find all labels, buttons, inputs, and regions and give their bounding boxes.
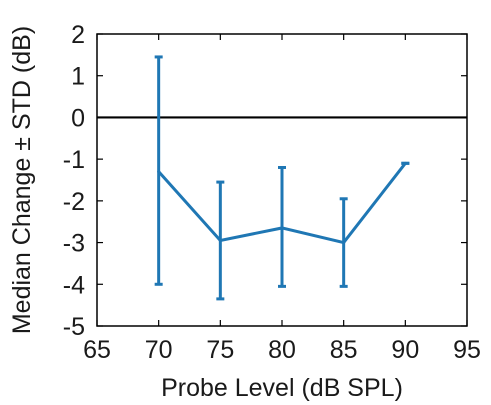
x-tick-label: 65 bbox=[83, 336, 111, 364]
x-axis-label: Probe Level (dB SPL) bbox=[161, 374, 403, 402]
series-layer bbox=[154, 55, 410, 301]
x-tick-label: 75 bbox=[206, 336, 234, 364]
y-tick-label: -2 bbox=[63, 188, 85, 216]
data-point bbox=[342, 241, 346, 245]
y-tick-label: 2 bbox=[71, 21, 85, 49]
x-tick-label: 85 bbox=[330, 336, 358, 364]
x-tick-label: 80 bbox=[268, 336, 296, 364]
axis-ticks: 65 70 75 80 85 90 95 2 1 0 -1 -2 -3 -4 -5 bbox=[63, 21, 481, 364]
y-tick-label: 0 bbox=[71, 104, 85, 132]
y-tick-label: 1 bbox=[71, 63, 85, 91]
data-point bbox=[280, 226, 284, 230]
data-point bbox=[218, 238, 222, 242]
y-axis-label: Median Change ± STD (dB) bbox=[8, 26, 36, 334]
data-point bbox=[157, 170, 161, 174]
y-tick-label: -5 bbox=[63, 313, 85, 341]
y-tick-label: -3 bbox=[63, 230, 85, 258]
y-tick-label: -1 bbox=[63, 146, 85, 174]
x-tick-label: 70 bbox=[145, 336, 173, 364]
x-tick-label: 95 bbox=[453, 336, 481, 364]
x-tick-label: 90 bbox=[391, 336, 419, 364]
y-tick-label: -4 bbox=[63, 271, 85, 299]
data-point bbox=[403, 161, 407, 165]
